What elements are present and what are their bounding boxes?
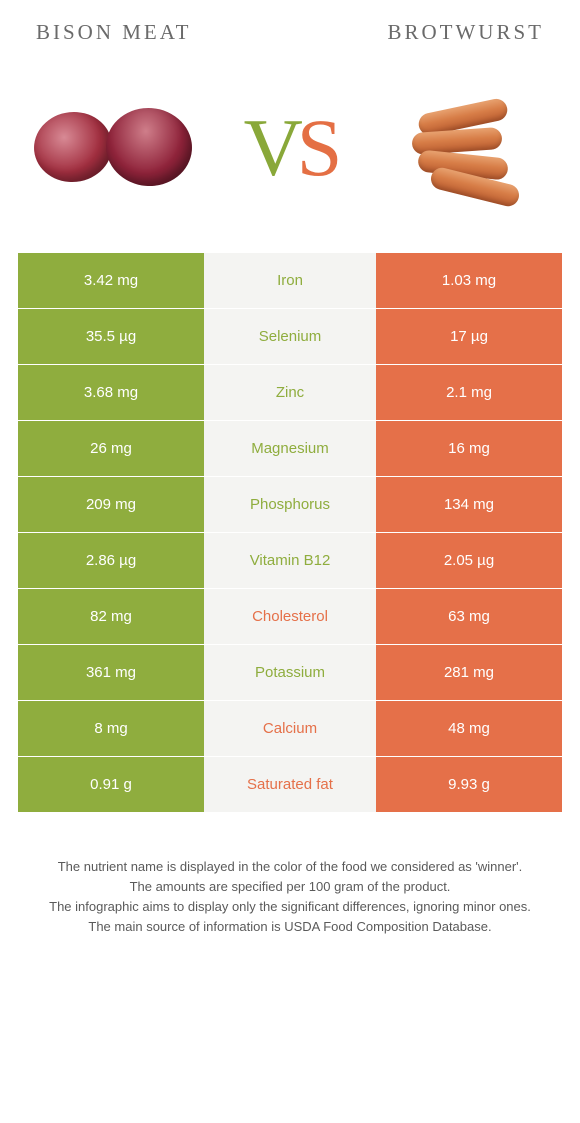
table-row: 3.42 mgIron1.03 mg [18, 253, 562, 309]
table-row: 3.68 mgZinc2.1 mg [18, 365, 562, 421]
table-row: 26 mgMagnesium16 mg [18, 421, 562, 477]
footnote-line: The nutrient name is displayed in the co… [40, 857, 540, 877]
left-value: 35.5 µg [18, 309, 204, 364]
left-value: 82 mg [18, 589, 204, 644]
right-value: 2.1 mg [376, 365, 562, 420]
right-value: 281 mg [376, 645, 562, 700]
left-value: 3.68 mg [18, 365, 204, 420]
bison-meat-image [28, 88, 198, 208]
nutrient-name: Zinc [204, 365, 376, 420]
left-value: 26 mg [18, 421, 204, 476]
table-row: 0.91 gSaturated fat9.93 g [18, 757, 562, 813]
nutrient-name: Magnesium [204, 421, 376, 476]
table-row: 8 mgCalcium48 mg [18, 701, 562, 757]
table-row: 35.5 µgSelenium17 µg [18, 309, 562, 365]
nutrient-name: Iron [204, 253, 376, 308]
right-value: 48 mg [376, 701, 562, 756]
nutrient-name: Vitamin B12 [204, 533, 376, 588]
left-value: 209 mg [18, 477, 204, 532]
right-value: 2.05 µg [376, 533, 562, 588]
nutrient-name: Selenium [204, 309, 376, 364]
table-row: 209 mgPhosphorus134 mg [18, 477, 562, 533]
right-food-title: Brotwurst [387, 20, 544, 45]
title-row: Bison meat Brotwurst [18, 20, 562, 45]
right-value: 16 mg [376, 421, 562, 476]
table-row: 2.86 µgVitamin B122.05 µg [18, 533, 562, 589]
right-value: 1.03 mg [376, 253, 562, 308]
footnote-line: The main source of information is USDA F… [40, 917, 540, 937]
nutrient-name: Phosphorus [204, 477, 376, 532]
right-value: 134 mg [376, 477, 562, 532]
table-row: 361 mgPotassium281 mg [18, 645, 562, 701]
right-value: 9.93 g [376, 757, 562, 812]
nutrient-name: Cholesterol [204, 589, 376, 644]
vs-label: VS [244, 101, 337, 195]
left-value: 8 mg [18, 701, 204, 756]
nutrient-name: Potassium [204, 645, 376, 700]
nutrient-name: Saturated fat [204, 757, 376, 812]
footnote-line: The amounts are specified per 100 gram o… [40, 877, 540, 897]
left-value: 3.42 mg [18, 253, 204, 308]
left-food-title: Bison meat [36, 20, 191, 45]
hero-row: VS [18, 73, 562, 223]
left-value: 0.91 g [18, 757, 204, 812]
footnotes: The nutrient name is displayed in the co… [18, 857, 562, 938]
brotwurst-image [382, 88, 552, 208]
left-value: 361 mg [18, 645, 204, 700]
right-value: 63 mg [376, 589, 562, 644]
nutrition-table: 3.42 mgIron1.03 mg35.5 µgSelenium17 µg3.… [18, 253, 562, 813]
nutrient-name: Calcium [204, 701, 376, 756]
footnote-line: The infographic aims to display only the… [40, 897, 540, 917]
left-value: 2.86 µg [18, 533, 204, 588]
table-row: 82 mgCholesterol63 mg [18, 589, 562, 645]
right-value: 17 µg [376, 309, 562, 364]
